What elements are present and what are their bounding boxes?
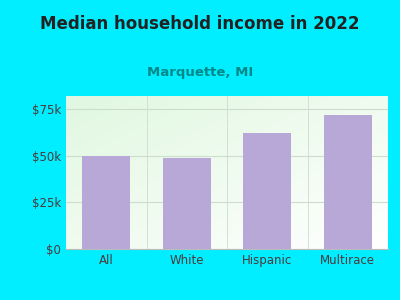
Bar bbox=[82, 156, 130, 249]
Text: Marquette, MI: Marquette, MI bbox=[147, 66, 253, 79]
Text: Median household income in 2022: Median household income in 2022 bbox=[40, 15, 360, 33]
Bar bbox=[162, 158, 211, 249]
Bar bbox=[243, 133, 291, 249]
Bar bbox=[324, 115, 372, 249]
